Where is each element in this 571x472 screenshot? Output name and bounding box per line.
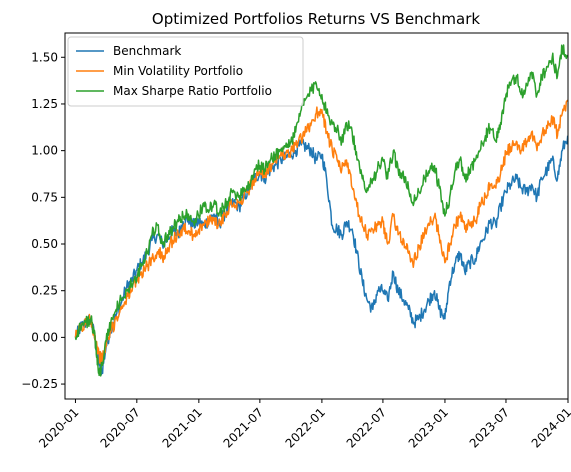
x-axis: 2020-01 2020-07 2021-01 2021-07 2022-01 2022-… [36,399,571,451]
series-line-3 [74,44,569,377]
legend-label-1: Benchmark [113,44,181,58]
chart-title: Optimized Portfolios Returns VS Benchmar… [152,10,480,28]
y-tick-label: 0.00 [31,330,58,344]
series-line-1 [74,135,569,376]
x-tick-label: 2020-01 [36,405,81,450]
legend-box [67,36,304,107]
y-tick-label: 1.50 [31,50,58,64]
y-tick-label: 0.75 [31,190,58,204]
x-tick-label: 2021-01 [160,405,205,450]
plot-frame [64,32,569,400]
series-line-2 [74,99,569,365]
x-tick-label: 2020-07 [98,405,143,450]
legend: Benchmark Min Volatility Portfolio Max Sha… [67,36,304,107]
x-tick-label: 2023-01 [406,405,451,450]
plot-lines [74,44,569,377]
x-tick-label: 2022-07 [344,405,389,450]
y-tick-label: 0.25 [31,284,58,298]
x-tick-label: 2024-01 [529,405,571,450]
y-tick-label: 1.00 [31,144,58,158]
legend-label-2: Min Volatility Portfolio [113,64,243,78]
y-axis: −0.25 0.00 0.25 0.50 0.75 1.00 1.25 1.50 [21,50,65,391]
y-tick-label: 0.50 [31,237,58,251]
x-tick-label: 2023-07 [467,405,512,450]
legend-label-3: Max Sharpe Ratio Portfolio [113,84,272,98]
y-tick-label: −0.25 [21,377,58,391]
y-tick-label: 1.25 [31,97,58,111]
x-tick-label: 2022-01 [283,405,328,450]
x-tick-label: 2021-07 [221,405,266,450]
